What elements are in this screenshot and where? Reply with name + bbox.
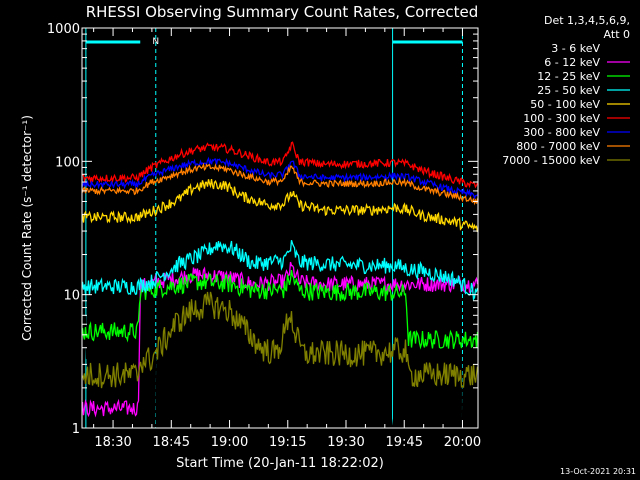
- x-tick-label-5: 19:45: [386, 435, 423, 450]
- legend-label-8: 7000 - 15000 keV: [502, 154, 600, 167]
- vertical-markers: [85, 28, 463, 428]
- x-tick-label-3: 19:15: [269, 435, 306, 450]
- x-tick-label-4: 19:30: [327, 435, 364, 450]
- series-line-4: [81, 178, 479, 233]
- y-tick-label-1: 10: [63, 289, 80, 304]
- plot-area: N 1 10 100 1000 18:30 18:45 19:00 19:15 19:30 19:…: [47, 22, 481, 450]
- series-line-5: [82, 141, 479, 189]
- axes: 1 10 100 1000 18:30 18:45 19:00 19:15 19:30 19:45…: [47, 22, 481, 450]
- y-tick-label-3: 1000: [47, 22, 80, 37]
- night-label: N: [152, 37, 159, 47]
- legend-label-6: 300 - 800 keV: [523, 126, 600, 139]
- x-tick-label-2: 19:00: [211, 435, 248, 450]
- x-tick-label-1: 18:45: [153, 435, 190, 450]
- series-line-3: [81, 240, 479, 301]
- series-line-8: [81, 291, 479, 389]
- footer-date: 13-Oct-2021 20:31: [560, 467, 636, 476]
- legend-header-line-1: Det 1,3,4,5,6,9,: [544, 14, 630, 27]
- legend-label-0: 3 - 6 keV: [551, 42, 600, 55]
- x-tick-label-0: 18:30: [94, 435, 131, 450]
- legend-label-5: 100 - 300 keV: [523, 112, 600, 125]
- series-line-7: [81, 162, 479, 206]
- y-axis-label: Corrected Count Rate (s⁻¹ detector⁻¹): [20, 115, 34, 341]
- legend-label-7: 800 - 7000 keV: [516, 140, 600, 153]
- plot-frame: [81, 27, 479, 429]
- legend-label-3: 25 - 50 keV: [537, 84, 600, 97]
- x-tick-label-6: 20:00: [444, 435, 481, 450]
- series-line-6: [81, 156, 478, 200]
- series-line-0: [81, 292, 478, 431]
- y-tick-label-2: 100: [55, 155, 80, 170]
- legend-label-4: 50 - 100 keV: [530, 98, 600, 111]
- legend-label-1: 6 - 12 keV: [544, 56, 600, 69]
- legend-label-2: 12 - 25 keV: [537, 70, 600, 83]
- y-tick-label-0: 1: [72, 422, 80, 437]
- series-lines: [81, 141, 479, 431]
- legend-header-line-2: Att 0: [604, 28, 630, 41]
- chart-title: RHESSI Observing Summary Count Rates, Co…: [86, 3, 479, 21]
- x-axis-label: Start Time (20-Jan-11 18:22:02): [176, 456, 384, 471]
